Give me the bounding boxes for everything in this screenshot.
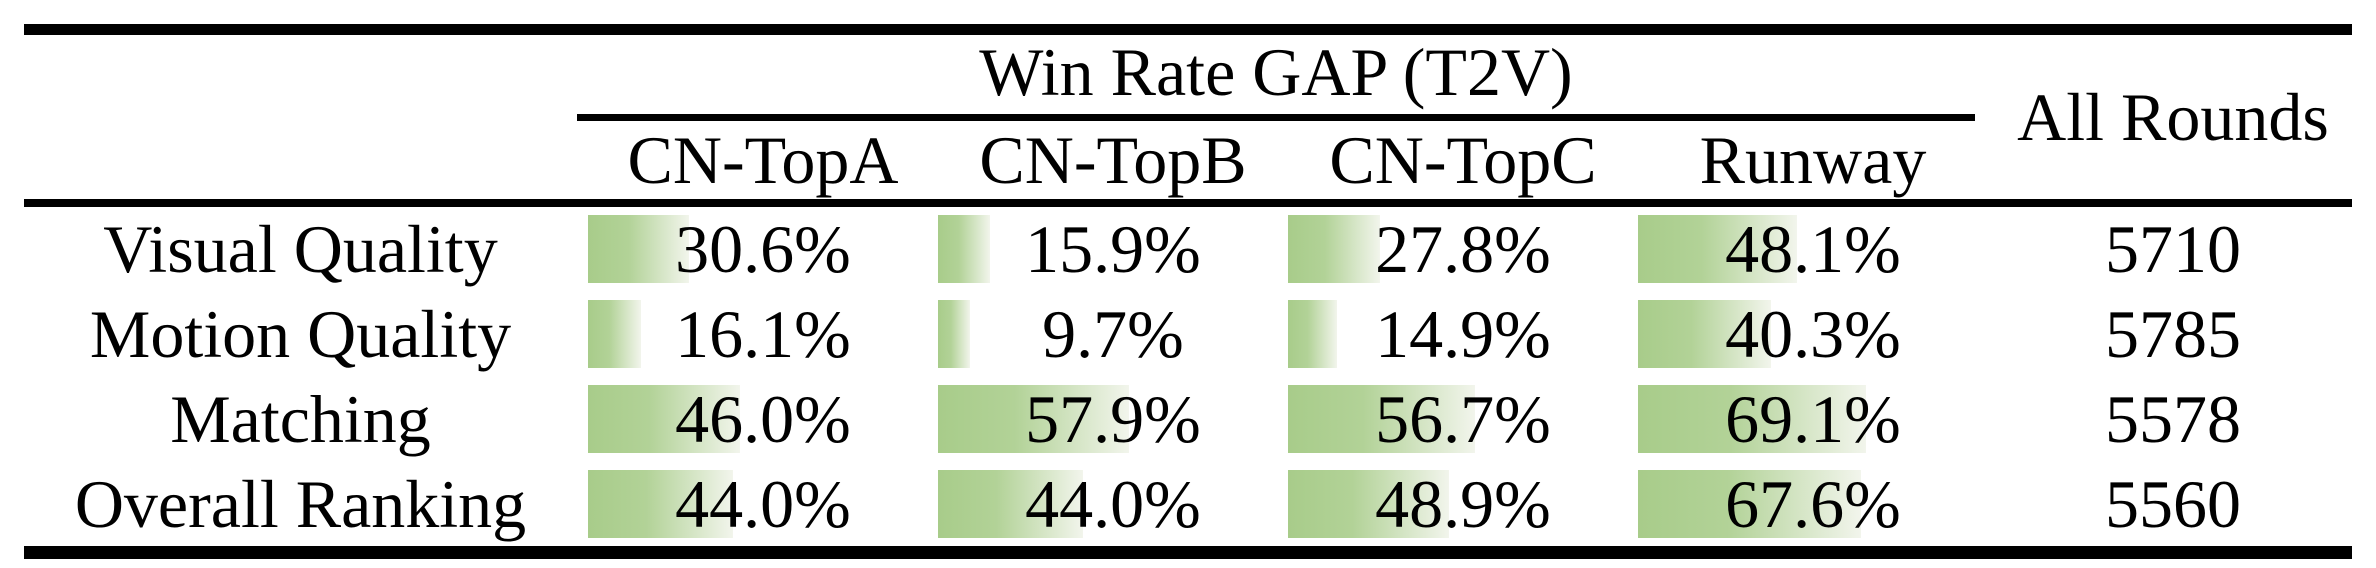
- data-cell: 48.1%: [1638, 207, 1988, 292]
- all-rounds-value: 5710: [2105, 211, 2241, 288]
- win-rate-value: 44.0%: [1025, 465, 1201, 542]
- table-row: Matching 46.0% 57.9% 56.7% 69.1% 5578: [0, 377, 2376, 462]
- data-cell: 57.9%: [938, 377, 1288, 462]
- table-row: Motion Quality 16.1% 9.7% 14.9% 40.3% 57…: [0, 292, 2376, 377]
- win-rate-value: 16.1%: [675, 296, 851, 373]
- table-row: Visual Quality 30.6% 15.9% 27.8% 48.1% 5…: [0, 207, 2376, 292]
- win-rate-bar: [588, 469, 734, 538]
- data-cell: 48.9%: [1288, 461, 1638, 546]
- win-rate-bar: [1288, 384, 1476, 453]
- data-cell: 15.9%: [938, 207, 1288, 292]
- win-rate-value: 48.9%: [1375, 465, 1551, 542]
- win-rate-value: 69.1%: [1725, 380, 1901, 457]
- win-rate-bar: [938, 384, 1130, 453]
- group-header-win-rate-gap: Win Rate GAP (T2V): [979, 33, 1573, 110]
- win-rate-value: 67.6%: [1725, 465, 1901, 542]
- data-cell: 46.0%: [588, 377, 938, 462]
- data-cell: 69.1%: [1638, 377, 1988, 462]
- win-rate-bar: [938, 300, 970, 369]
- row-label-visual-quality: Visual Quality: [103, 211, 498, 288]
- column-header-cn-topc: CN-TopC: [1329, 122, 1597, 198]
- data-cell: 16.1%: [588, 292, 938, 377]
- data-cell: 14.9%: [1288, 292, 1638, 377]
- data-cell: 40.3%: [1638, 292, 1988, 377]
- column-header-cn-topa: CN-TopA: [627, 122, 899, 198]
- all-rounds-value: 5560: [2105, 465, 2241, 542]
- win-rate-bar: [588, 384, 740, 453]
- win-rate-value: 44.0%: [675, 465, 851, 542]
- all-rounds-value: 5785: [2105, 296, 2241, 373]
- win-rate-bar: [588, 215, 689, 284]
- row-label-motion-quality: Motion Quality: [89, 296, 512, 373]
- column-header-all-rounds: All Rounds: [2017, 79, 2329, 155]
- win-rate-bar: [588, 300, 642, 369]
- win-rate-value: 15.9%: [1025, 211, 1201, 288]
- win-rate-value: 57.9%: [1025, 380, 1201, 457]
- win-rate-bar: [1638, 469, 1862, 538]
- win-rate-value: 56.7%: [1375, 380, 1551, 457]
- data-cell: 44.0%: [588, 461, 938, 546]
- data-cell: 30.6%: [588, 207, 938, 292]
- column-header-cn-topb: CN-TopB: [979, 122, 1247, 198]
- column-header-runway: Runway: [1699, 122, 1927, 198]
- data-cell: 56.7%: [1288, 377, 1638, 462]
- win-rate-bar: [1288, 215, 1380, 284]
- win-rate-value: 46.0%: [675, 380, 851, 457]
- table-top-rule: [24, 24, 2352, 35]
- win-rate-bar: [1288, 300, 1338, 369]
- win-rate-value: 14.9%: [1375, 296, 1551, 373]
- win-rate-bar: [1638, 300, 1771, 369]
- win-rate-value: 30.6%: [675, 211, 851, 288]
- table-bottom-rule: [24, 546, 2352, 559]
- all-rounds-value: 5578: [2105, 380, 2241, 457]
- win-rate-bar: [1638, 215, 1797, 284]
- header-separator-rule: [24, 199, 2352, 207]
- row-label-overall-ranking: Overall Ranking: [74, 465, 527, 542]
- win-rate-bar: [1638, 384, 1867, 453]
- group-header-underline-rule: [577, 114, 1975, 121]
- row-label-matching: Matching: [170, 380, 431, 457]
- table-row: Overall Ranking 44.0% 44.0% 48.9% 67.6% …: [0, 461, 2376, 546]
- win-rate-bar: [938, 469, 1084, 538]
- win-rate-bar: [938, 215, 991, 284]
- data-cell: 67.6%: [1638, 461, 1988, 546]
- win-rate-value: 9.7%: [1042, 296, 1184, 373]
- data-cell: 44.0%: [938, 461, 1288, 546]
- win-rate-value: 48.1%: [1725, 211, 1901, 288]
- data-cell: 27.8%: [1288, 207, 1638, 292]
- win-rate-value: 40.3%: [1725, 296, 1901, 373]
- data-cell: 9.7%: [938, 292, 1288, 377]
- win-rate-bar: [1288, 469, 1450, 538]
- win-rate-value: 27.8%: [1375, 211, 1551, 288]
